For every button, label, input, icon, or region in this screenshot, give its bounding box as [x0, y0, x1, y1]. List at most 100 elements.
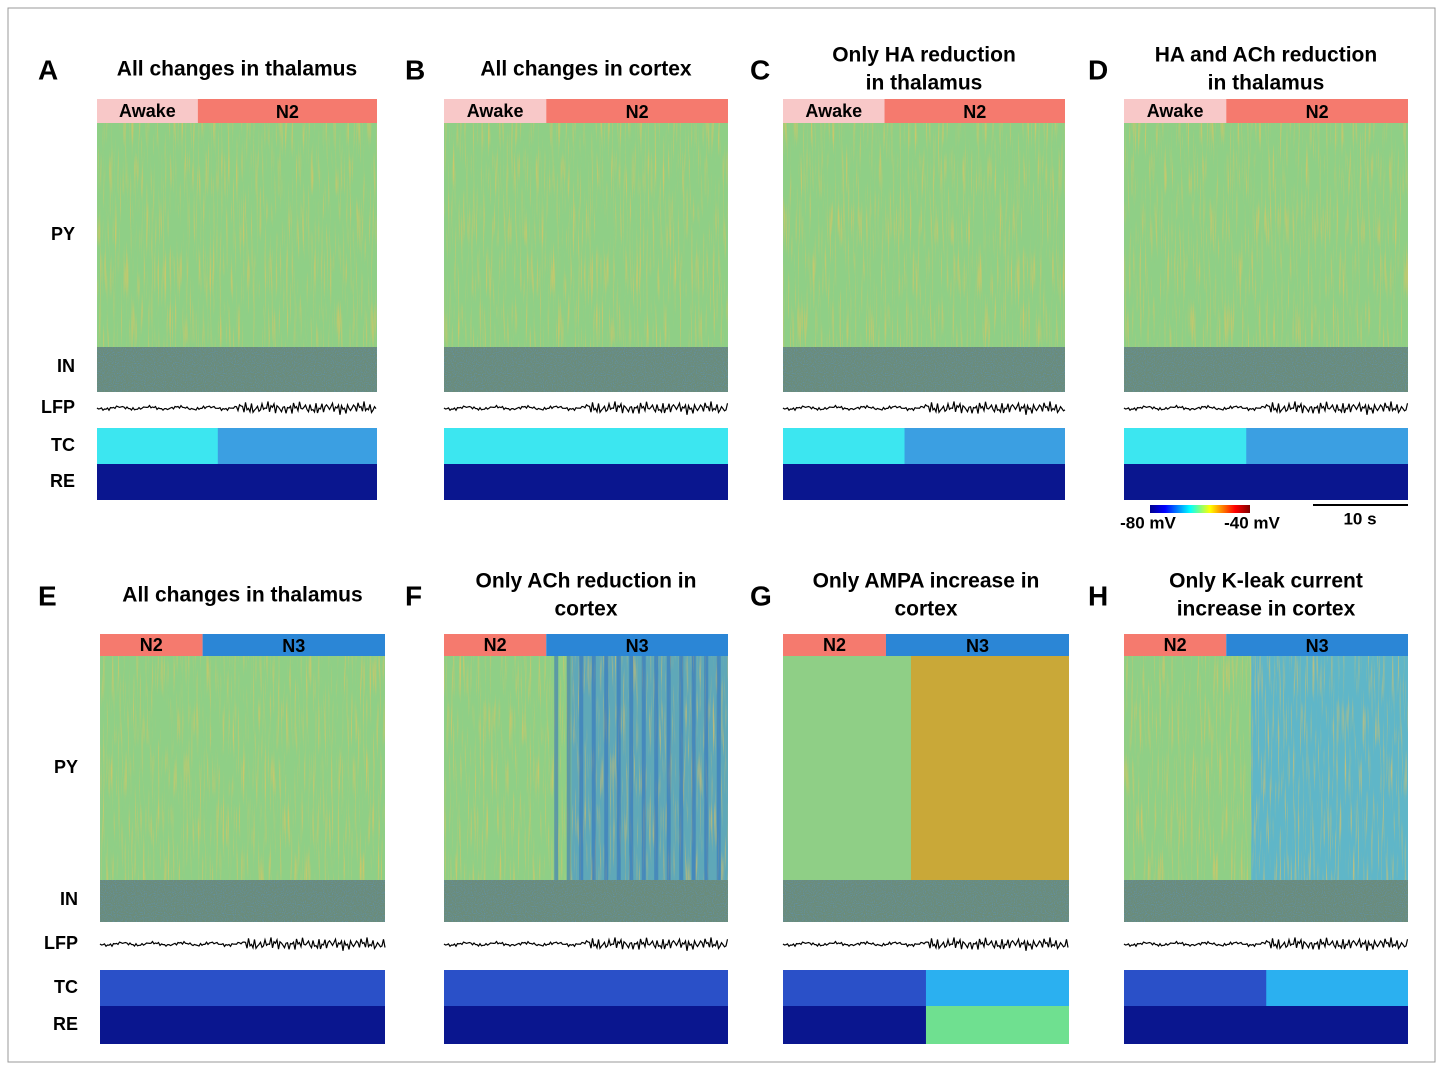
- stage-label: N3: [282, 636, 305, 656]
- stage-bar: [1226, 99, 1408, 123]
- panel-letter: D: [1088, 54, 1108, 85]
- panel-letter: C: [750, 54, 770, 85]
- stage-bar: [885, 634, 1069, 656]
- py-wave: [579, 656, 584, 880]
- lfp-trace: [1123, 937, 1409, 951]
- stage-label: N2: [963, 102, 986, 122]
- tc-burst: [217, 428, 377, 464]
- in-grain: [444, 880, 728, 922]
- stage-label: N3: [1306, 636, 1329, 656]
- stage-bar: [783, 634, 886, 656]
- panel-letter: A: [38, 54, 58, 85]
- py-wave: [666, 656, 671, 880]
- stage-label: Awake: [1147, 101, 1204, 121]
- re-raster: [444, 1006, 728, 1044]
- row-label: PY: [51, 224, 75, 244]
- scalebar-label: 10 s: [1343, 509, 1376, 528]
- panel-letter: E: [38, 580, 57, 611]
- stage-bar: [444, 634, 547, 656]
- tc-flat: [1266, 970, 1408, 1006]
- panel-title: increase in cortex: [1177, 598, 1356, 621]
- in-grain: [100, 880, 385, 922]
- panel-title: in thalamus: [866, 72, 983, 95]
- stage-bar: [884, 99, 1065, 123]
- re-raster: [97, 464, 377, 500]
- panel-title: Only HA reduction: [832, 44, 1016, 67]
- py-streaks: [1124, 123, 1408, 347]
- stage-label: Awake: [467, 101, 524, 121]
- lfp-trace: [443, 401, 729, 415]
- lfp-trace: [99, 937, 386, 951]
- stage-label: N2: [484, 635, 507, 655]
- panel-title: All changes in thalamus: [117, 58, 357, 81]
- panel-title: HA and ACh reduction: [1155, 44, 1377, 67]
- py-streaks: [444, 656, 728, 880]
- stage-label: N2: [823, 635, 846, 655]
- py-wave: [554, 656, 559, 880]
- row-label: RE: [50, 471, 75, 491]
- py-wave: [604, 656, 609, 880]
- row-label: TC: [54, 977, 78, 997]
- in-grain: [97, 347, 377, 392]
- in-grain: [783, 880, 1069, 922]
- stage-bar: [1226, 634, 1408, 656]
- stage-bar: [444, 99, 547, 123]
- py-wave: [716, 656, 721, 880]
- in-grain: [444, 347, 728, 392]
- colorbar-min: -80 mV: [1120, 513, 1176, 532]
- py-raster: [910, 656, 1069, 880]
- in-grain: [1124, 347, 1408, 392]
- stage-bar: [546, 634, 728, 656]
- stage-label: N3: [626, 636, 649, 656]
- py-wave: [641, 656, 646, 880]
- stage-bar: [202, 634, 385, 656]
- stage-bar: [546, 99, 728, 123]
- in-grain: [1124, 880, 1408, 922]
- panel-title: All changes in cortex: [480, 58, 692, 81]
- stage-label: Awake: [119, 101, 176, 121]
- py-wave: [654, 656, 659, 880]
- stage-label: N2: [140, 635, 163, 655]
- panel-letter: H: [1088, 580, 1108, 611]
- py-streaks: [97, 123, 377, 347]
- tc-raster: [444, 428, 728, 464]
- py-wave: [616, 656, 621, 880]
- row-label: RE: [53, 1014, 78, 1034]
- stage-bar: [100, 634, 203, 656]
- stage-label: N2: [1164, 635, 1187, 655]
- re-raster: [1124, 1006, 1408, 1044]
- colorbar-max: -40 mV: [1224, 513, 1280, 532]
- stage-label: N2: [626, 102, 649, 122]
- py-streaks: [100, 656, 385, 880]
- row-label: TC: [51, 435, 75, 455]
- panel-title: in thalamus: [1208, 72, 1325, 95]
- lfp-trace: [443, 937, 729, 951]
- panel-title: Only AMPA increase in: [813, 570, 1040, 593]
- py-wave: [679, 656, 684, 880]
- py-streaks: [1124, 656, 1408, 880]
- re-raster: [1124, 464, 1408, 500]
- tc-burst: [1246, 428, 1408, 464]
- stage-bar: [1124, 99, 1227, 123]
- py-wave: [566, 656, 571, 880]
- panel-letter: G: [750, 580, 772, 611]
- frame: [7, 7, 1436, 1063]
- panel-title: Only K-leak current: [1169, 570, 1363, 593]
- row-label: IN: [60, 889, 78, 909]
- stage-bar: [783, 99, 885, 123]
- stage-bar: [197, 99, 377, 123]
- row-label: IN: [57, 356, 75, 376]
- stage-label: N2: [1306, 102, 1329, 122]
- py-streaks: [783, 123, 1065, 347]
- panel-title: Only ACh reduction in: [476, 570, 697, 593]
- re-raster: [444, 464, 728, 500]
- tc-flat: [925, 970, 1069, 1006]
- py-wave: [591, 656, 596, 880]
- py-wave: [629, 656, 634, 880]
- colorbar: [1150, 505, 1250, 513]
- lfp-trace: [782, 401, 1066, 415]
- stage-label: N2: [276, 102, 299, 122]
- lfp-trace: [96, 401, 377, 415]
- stage-bar: [97, 99, 198, 123]
